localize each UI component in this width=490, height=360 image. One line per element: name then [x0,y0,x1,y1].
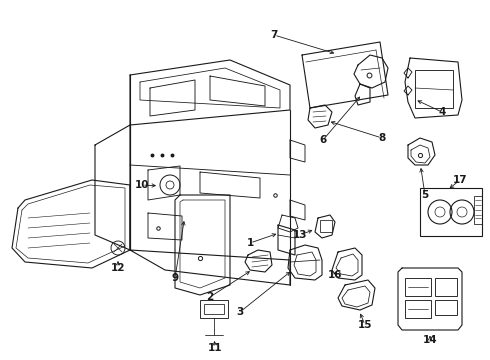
Text: 7: 7 [270,30,278,40]
Text: 1: 1 [246,238,254,248]
Text: 13: 13 [293,230,307,240]
Bar [320,220,332,232]
Text: 6: 6 [319,135,327,145]
Bar [204,304,224,314]
Bar [435,300,457,315]
Bar [405,278,431,296]
Text: 10: 10 [135,180,149,190]
Text: 4: 4 [439,107,446,117]
Bar [420,188,482,236]
Text: 2: 2 [206,292,214,302]
Text: 11: 11 [208,343,222,353]
Bar [415,70,453,108]
Text: 12: 12 [111,263,125,273]
Bar [405,300,431,318]
Text: 5: 5 [421,190,429,200]
Bar [435,278,457,296]
Bar [200,300,228,318]
Bar [474,196,482,224]
Text: 9: 9 [172,273,178,283]
Text: 3: 3 [236,307,244,317]
Text: 14: 14 [423,335,437,345]
Text: 17: 17 [453,175,467,185]
Text: 8: 8 [378,133,386,143]
Text: 15: 15 [358,320,372,330]
Text: 16: 16 [328,270,342,280]
